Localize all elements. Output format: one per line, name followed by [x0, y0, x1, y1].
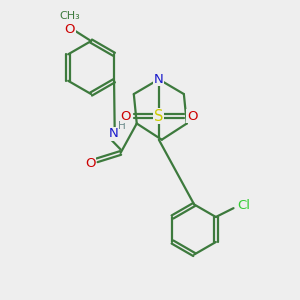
Text: N: N [108, 127, 118, 140]
Text: O: O [64, 23, 75, 36]
Text: O: O [187, 110, 197, 123]
Text: H: H [118, 122, 126, 131]
Text: O: O [85, 157, 96, 170]
Text: Cl: Cl [237, 199, 250, 212]
Text: S: S [154, 109, 164, 124]
Text: O: O [120, 110, 131, 123]
Text: CH₃: CH₃ [59, 11, 80, 21]
Text: N: N [154, 73, 164, 86]
